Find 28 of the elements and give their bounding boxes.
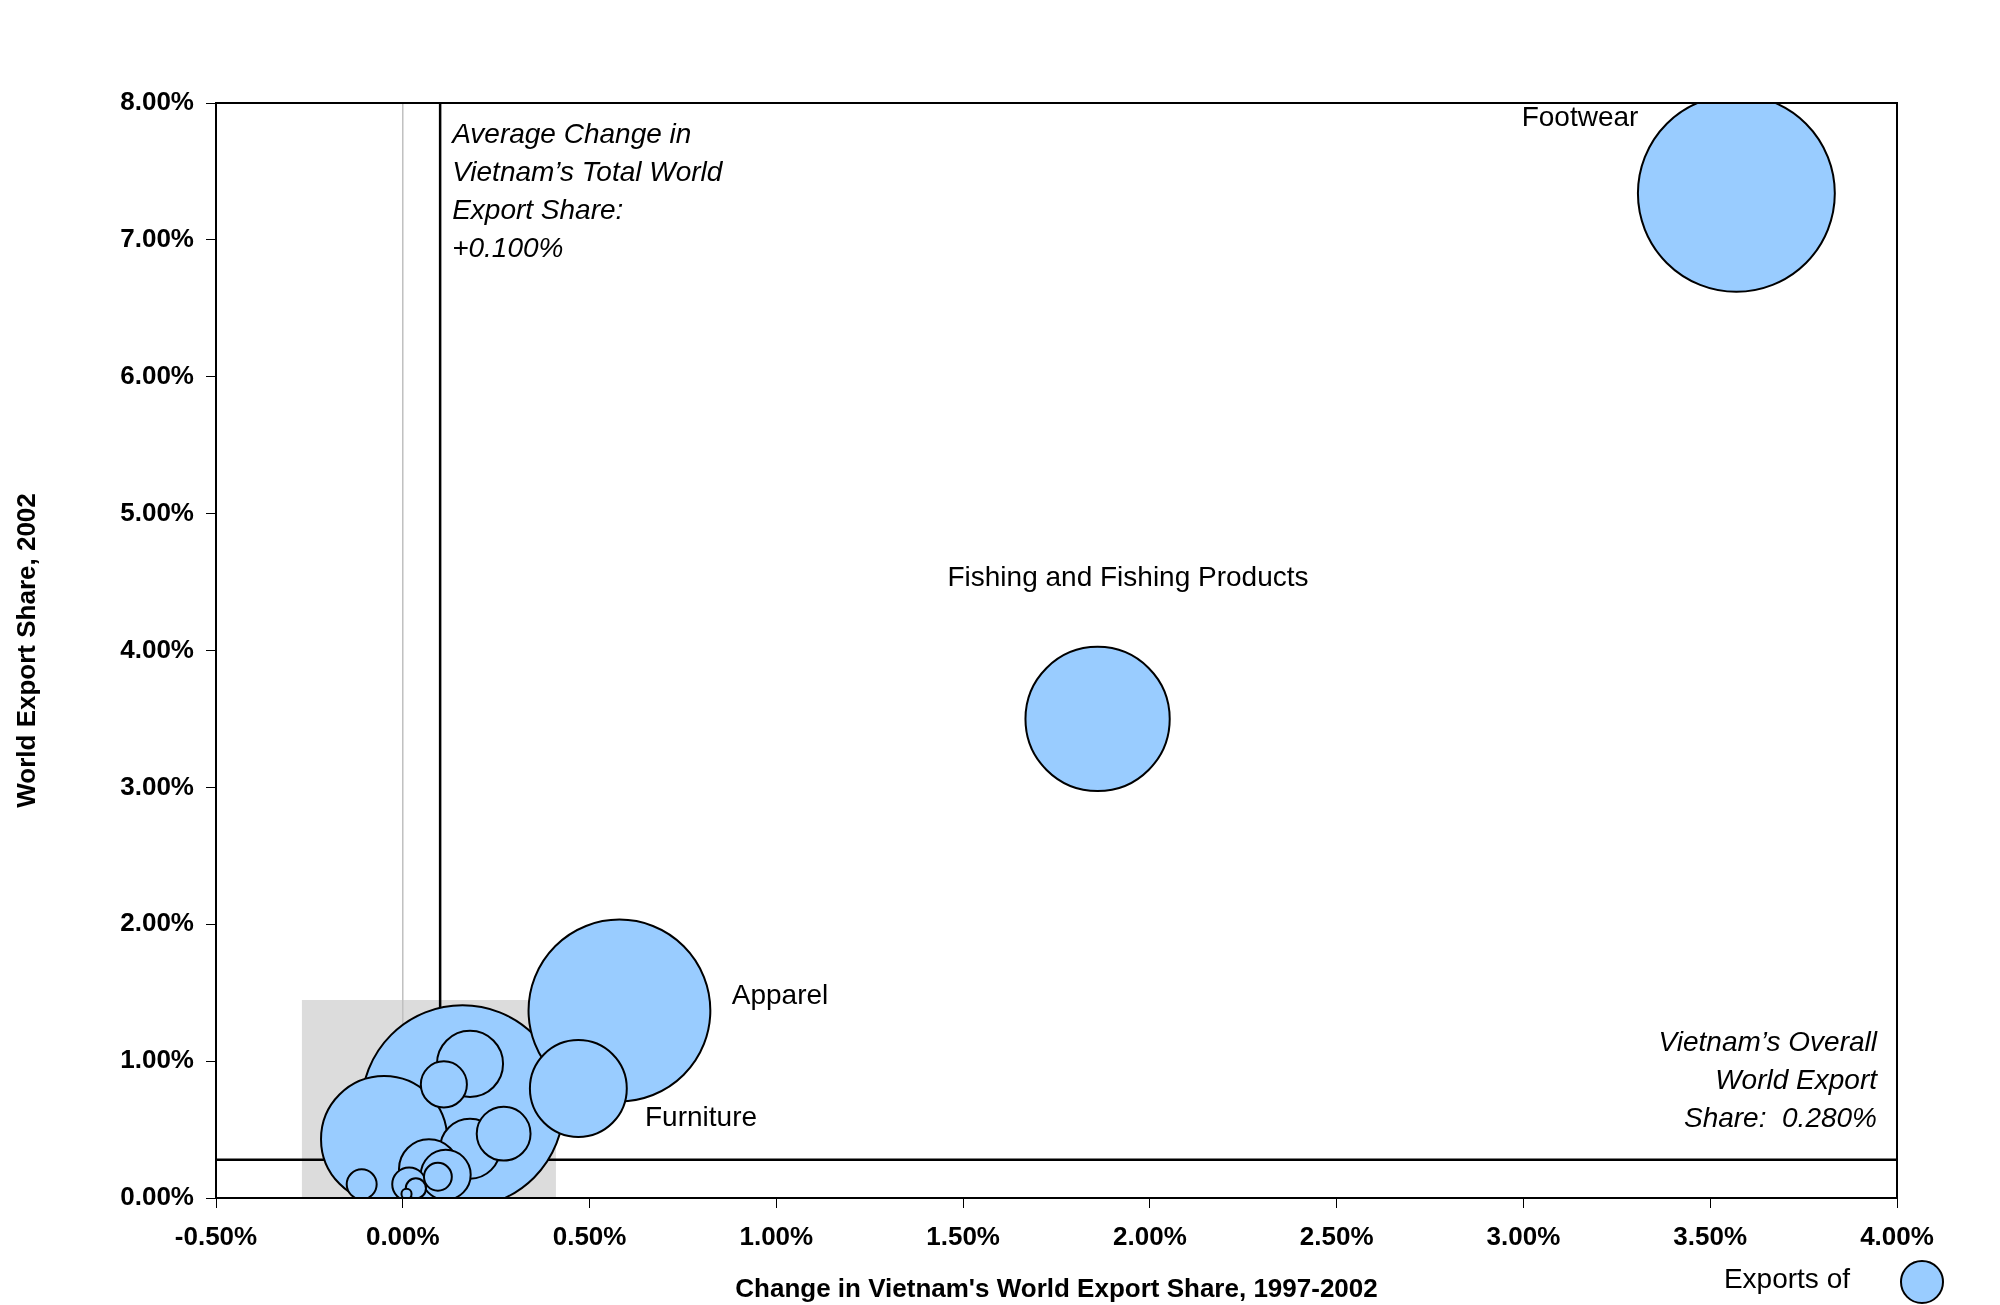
x-tick-label: 2.00% — [1113, 1220, 1187, 1251]
y-tick-label: 8.00% — [120, 86, 194, 117]
y-axis-title: World Export Share, 2002 — [10, 493, 41, 808]
y-tick-label: 2.00% — [120, 907, 194, 938]
y-tick-label: 3.00% — [120, 770, 194, 801]
annotation: Fishing and Fishing Products — [947, 560, 1309, 592]
x-tick-label: 3.00% — [1486, 1220, 1561, 1251]
text: Exports of — [1723, 1262, 1850, 1296]
x-tick-label: 0.50% — [552, 1220, 627, 1251]
annotation: Furniture — [644, 1100, 758, 1132]
x-axis-title: Change in Vietnam's World Export Share, 1997-2002 — [735, 1272, 1378, 1303]
x-tick-label: 2.50% — [1299, 1220, 1374, 1251]
x-tick-label: 3.50% — [1673, 1220, 1748, 1251]
x-tick-label: 1.50% — [926, 1220, 1000, 1251]
annotation: Footwear — [1521, 100, 1639, 132]
x-tick-label: 1.00% — [739, 1220, 814, 1251]
x-tick-label: 4.00% — [1860, 1220, 1934, 1251]
x-tick-label: 0.00% — [365, 1220, 440, 1251]
ref-line-label: Average Change in Vietnam’s Total World Export Share: +0.100% — [450, 117, 724, 263]
y-tick-label: 6.00% — [120, 359, 194, 390]
y-tick-label: 1.00% — [120, 1044, 194, 1075]
y-tick-label: 7.00% — [120, 223, 194, 254]
annotation: Apparel — [731, 978, 829, 1010]
ref-line-label: Vietnam’s Overall World Export Share: 0.280% — [1658, 1026, 1879, 1134]
y-tick-label: 0.00% — [120, 1181, 194, 1212]
x-tick-label: -0.50% — [174, 1220, 258, 1251]
y-tick-label: 5.00% — [120, 496, 194, 527]
y-tick-label: 4.00% — [120, 633, 194, 664]
